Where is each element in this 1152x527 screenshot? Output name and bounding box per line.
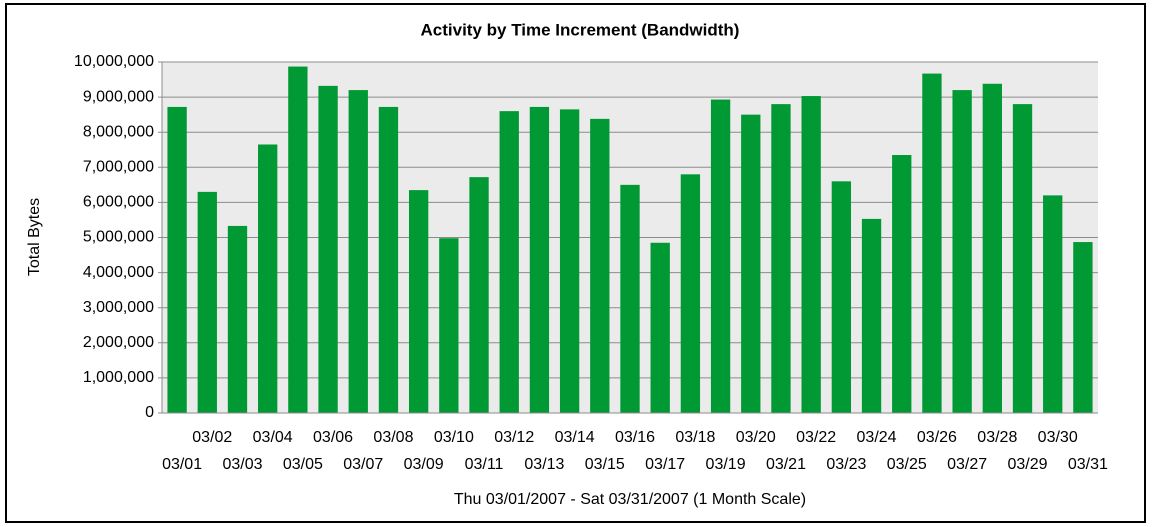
- y-tick-label: 9,000,000: [83, 88, 154, 105]
- y-tick-label: 7,000,000: [83, 159, 154, 176]
- chart-title: Activity by Time Increment (Bandwidth): [421, 20, 740, 39]
- x-tick-label: 03/24: [857, 429, 897, 446]
- bar: [982, 83, 1002, 414]
- bar: [167, 106, 187, 413]
- bar: [469, 177, 489, 413]
- bar: [529, 106, 550, 413]
- y-tick-label: 2,000,000: [83, 334, 154, 351]
- bar: [650, 242, 670, 413]
- bar: [710, 99, 731, 413]
- x-tick-label: 03/21: [766, 456, 806, 473]
- x-tick-label: 03/17: [645, 456, 685, 473]
- x-tick-label: 03/09: [404, 456, 444, 473]
- x-tick-label: 03/26: [917, 429, 957, 446]
- x-tick-label: 03/14: [555, 429, 595, 446]
- y-tick-label: 3,000,000: [83, 299, 154, 316]
- x-tick-label: 03/07: [343, 456, 383, 473]
- x-tick-label: 03/22: [796, 429, 836, 446]
- x-tick-label: 03/08: [373, 429, 413, 446]
- bar: [288, 66, 308, 414]
- y-tick-label: 5,000,000: [83, 229, 154, 246]
- bar: [197, 191, 217, 413]
- bar: [680, 174, 701, 413]
- bar: [892, 155, 912, 413]
- bar: [1073, 242, 1093, 413]
- bar: [408, 190, 429, 413]
- x-tick-label: 03/23: [826, 456, 866, 473]
- x-tick-label: 03/30: [1038, 429, 1078, 446]
- bar: [1043, 195, 1063, 413]
- x-tick-label: 03/02: [192, 429, 232, 446]
- bar: [620, 184, 640, 413]
- bar: [559, 109, 580, 413]
- bar: [831, 181, 852, 413]
- bar: [227, 225, 248, 413]
- bar: [922, 73, 942, 413]
- bar: [861, 218, 882, 413]
- x-tick-label: 03/25: [887, 456, 927, 473]
- x-tick-label: 03/13: [524, 456, 564, 473]
- bar: [771, 104, 791, 414]
- bar: [318, 85, 338, 414]
- bar: [439, 238, 459, 413]
- bar: [499, 111, 519, 413]
- x-tick-label: 03/04: [253, 429, 293, 446]
- x-axis-label: Thu 03/01/2007 - Sat 03/31/2007 (1 Month…: [454, 491, 806, 508]
- x-tick-label: 03/27: [947, 456, 987, 473]
- x-tick-label: 03/01: [162, 456, 202, 473]
- x-tick-label: 03/16: [615, 429, 655, 446]
- y-tick-label: 10,000,000: [74, 53, 154, 70]
- x-tick-label: 03/06: [313, 429, 353, 446]
- bar: [801, 96, 821, 413]
- x-tick-label: 03/03: [222, 456, 262, 473]
- y-axis-label: Total Bytes: [26, 198, 43, 276]
- x-tick-label: 03/18: [675, 429, 715, 446]
- bar: [378, 106, 399, 413]
- bar: [590, 118, 610, 413]
- y-tick-label: 4,000,000: [83, 264, 154, 281]
- bar: [258, 144, 278, 414]
- y-tick-label: 0: [145, 404, 154, 421]
- x-tick-label: 03/15: [585, 456, 625, 473]
- x-tick-label: 03/31: [1068, 456, 1108, 473]
- x-tick-label: 03/10: [434, 429, 474, 446]
- x-tick-label: 03/19: [706, 456, 746, 473]
- y-tick-label: 1,000,000: [83, 369, 154, 386]
- bar: [348, 90, 368, 413]
- x-tick-label: 03/20: [736, 429, 776, 446]
- x-tick-label: 03/12: [494, 429, 534, 446]
- x-tick-label: 03/11: [465, 456, 504, 473]
- bar: [741, 114, 761, 414]
- bar: [952, 90, 972, 413]
- y-tick-label: 6,000,000: [83, 194, 154, 211]
- y-tick-label: 8,000,000: [83, 123, 154, 140]
- bar: [1012, 104, 1033, 414]
- x-tick-label: 03/05: [283, 456, 323, 473]
- x-tick-label: 03/28: [977, 429, 1017, 446]
- x-tick-label: 03/29: [1007, 456, 1047, 473]
